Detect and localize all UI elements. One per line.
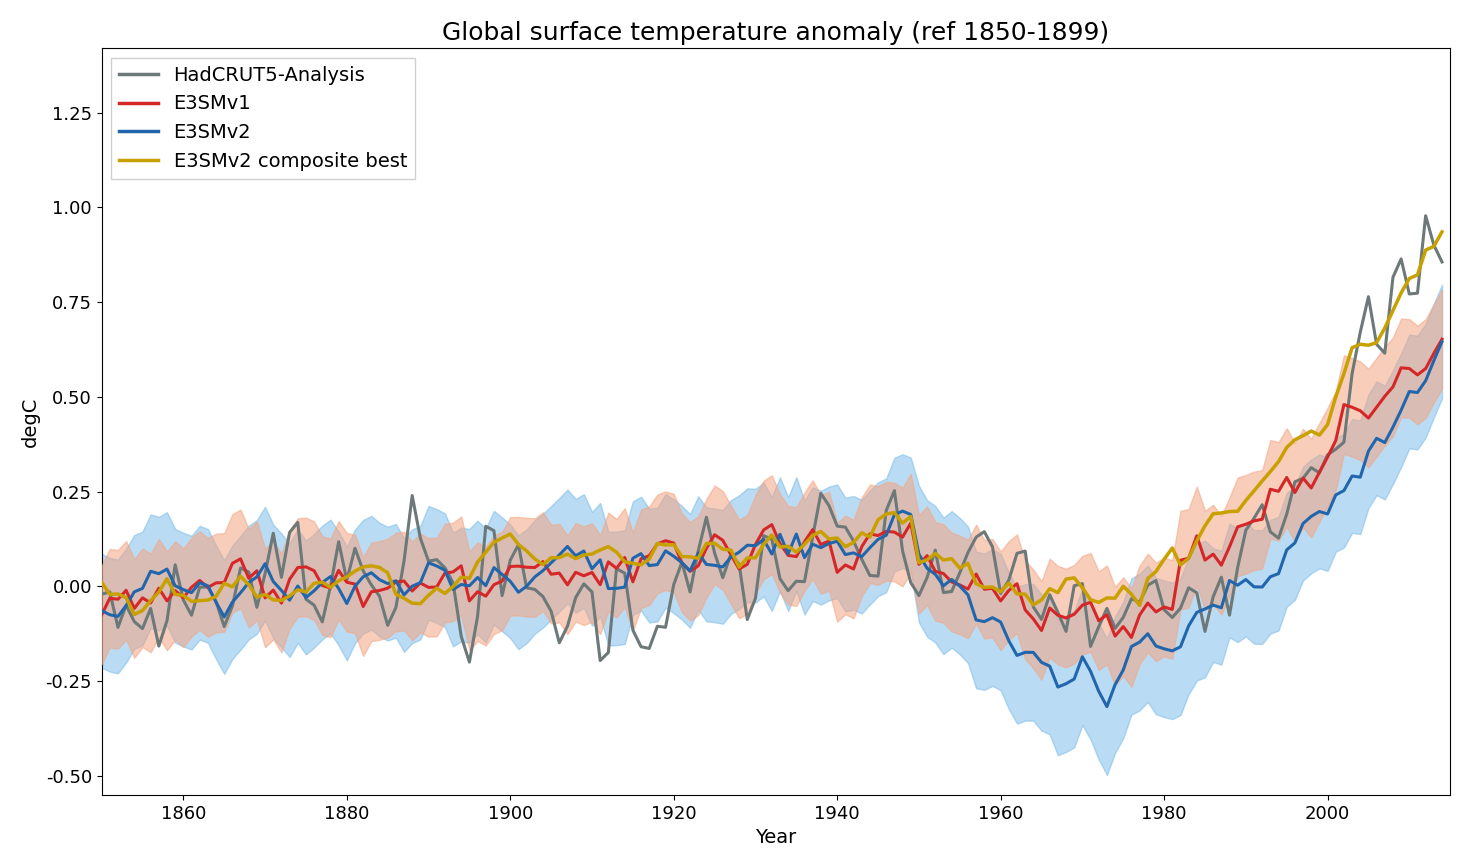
- Y-axis label: degC: degC: [21, 397, 40, 447]
- X-axis label: Year: Year: [755, 828, 796, 847]
- Legend: HadCRUT5-Analysis, E3SMv1, E3SMv2, E3SMv2 composite best: HadCRUT5-Analysis, E3SMv1, E3SMv2, E3SMv…: [112, 58, 415, 179]
- Title: Global surface temperature anomaly (ref 1850-1899): Global surface temperature anomaly (ref …: [443, 21, 1109, 45]
